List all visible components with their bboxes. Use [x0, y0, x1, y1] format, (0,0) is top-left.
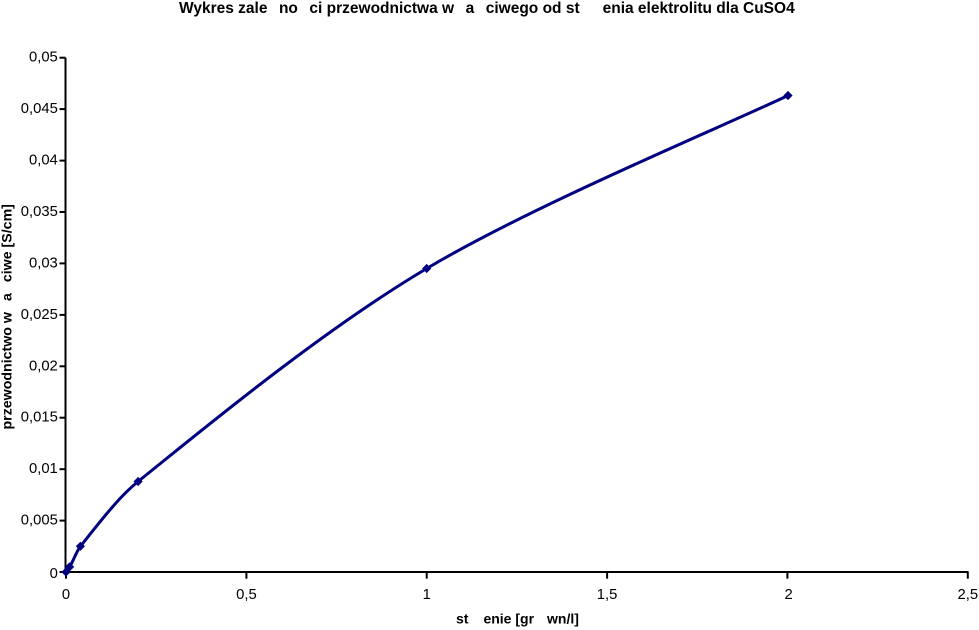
svg-text:2,5: 2,5 [958, 587, 979, 603]
svg-text:1,5: 1,5 [597, 587, 618, 603]
svg-text:1: 1 [423, 587, 431, 603]
svg-text:0,025: 0,025 [21, 307, 58, 323]
svg-text:0,035: 0,035 [21, 204, 58, 220]
svg-text:0: 0 [50, 566, 58, 582]
svg-text:przewodnictwo waciwe [S/cm]: przewodnictwo waciwe [S/cm] [0, 204, 16, 429]
svg-text:0,5: 0,5 [236, 587, 257, 603]
svg-text:0,015: 0,015 [21, 410, 58, 426]
svg-text:2: 2 [784, 587, 792, 603]
svg-text:0,005: 0,005 [21, 513, 58, 529]
svg-text:0,05: 0,05 [29, 50, 58, 66]
svg-text:0,02: 0,02 [29, 358, 58, 374]
svg-text:0: 0 [62, 587, 70, 603]
svg-text:0,03: 0,03 [29, 255, 58, 271]
svg-text:0,04: 0,04 [29, 153, 58, 169]
svg-text:0,045: 0,045 [21, 101, 58, 117]
svg-text:0,01: 0,01 [29, 461, 58, 477]
